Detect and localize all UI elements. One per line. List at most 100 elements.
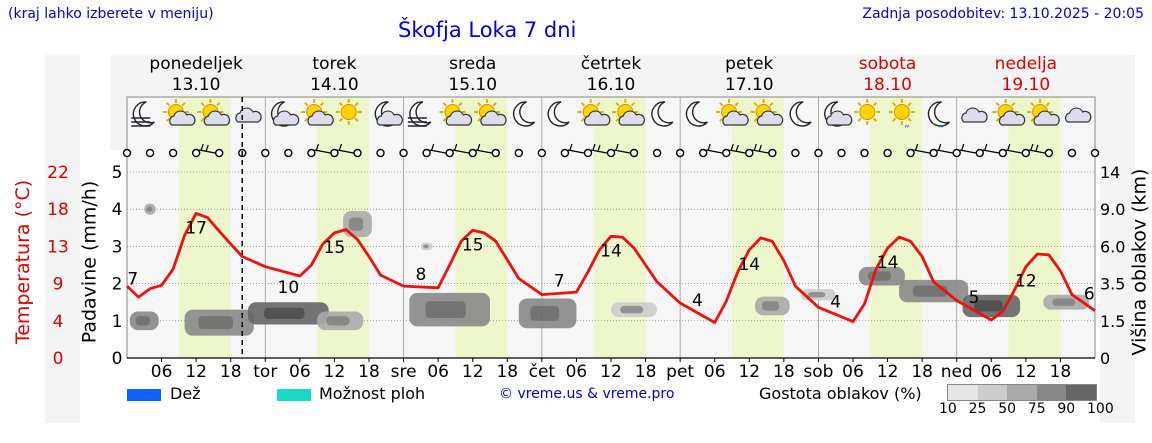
- wind-barb: [567, 143, 585, 154]
- temp-tick: 4: [53, 312, 64, 332]
- cloud-tick: 1.5: [1100, 312, 1125, 331]
- showers-swatch: [277, 389, 311, 401]
- sun-cloud-icon: [1027, 99, 1060, 126]
- density-step-label: 25: [968, 401, 987, 417]
- sun-cloud-icon: [992, 99, 1026, 126]
- density-step-label: 75: [1027, 401, 1046, 417]
- cloud-icon: [961, 107, 988, 123]
- wind-barb: [706, 143, 723, 154]
- day-date-1: 14.10: [310, 75, 359, 95]
- sun-cloud-icon: [301, 99, 334, 126]
- density-scale-labels: 10 25 50 75 90 100: [939, 401, 1114, 417]
- wind-barb: [429, 143, 446, 154]
- credit-link[interactable]: © vreme.us & vreme.pro: [499, 386, 675, 402]
- wind-barb: [1005, 143, 1022, 154]
- day-date-3: 16.10: [587, 75, 636, 95]
- temp-tick: 9: [53, 275, 64, 295]
- location-hint[interactable]: (kraj lahko izberete v meniju): [8, 6, 214, 22]
- wind-marker: [330, 148, 339, 158]
- rain-tick: 0: [112, 349, 123, 369]
- cloud-core: [264, 307, 305, 319]
- cloud-core: [135, 316, 151, 326]
- day-date-5: 18.10: [863, 75, 912, 95]
- x-tick: 18: [1050, 362, 1072, 382]
- x-tick: 18: [358, 362, 380, 382]
- density-swatch-25: [977, 385, 1008, 400]
- x-tick: 06: [704, 362, 726, 382]
- x-tick: pet: [666, 362, 694, 382]
- x-tick: 06: [842, 362, 864, 382]
- moon-icon: [547, 101, 570, 127]
- day-date-4: 17.10: [725, 75, 774, 95]
- day-name-6: nedelja: [995, 54, 1057, 74]
- wind-marker: [445, 148, 454, 158]
- temp-label: 5: [969, 288, 980, 308]
- wind-marker: [1090, 148, 1100, 158]
- rain-tick: 3: [112, 237, 123, 257]
- x-tick: sob: [803, 362, 833, 382]
- wind-marker: [214, 148, 224, 158]
- temp-tick: 0: [53, 349, 64, 369]
- cloud-core: [425, 301, 466, 319]
- wind-marker: [629, 148, 639, 158]
- wind-barb: [982, 143, 999, 154]
- moon-cloud-icon: [824, 101, 853, 127]
- wind-marker: [376, 148, 385, 158]
- wind-marker: [353, 148, 362, 158]
- wind-marker: [814, 148, 823, 158]
- wind-marker: [860, 148, 869, 158]
- wind-barb: [199, 143, 216, 154]
- cloud-icon: [1065, 107, 1092, 123]
- wind-marker: [975, 148, 984, 158]
- daylight-band: [593, 97, 646, 358]
- moon-drizzle-icon: ”: [927, 101, 950, 136]
- day-date-6: 19.10: [1002, 75, 1051, 95]
- right-axis-panel: [1100, 55, 1135, 423]
- sun-cloud-icon: [577, 99, 611, 126]
- x-tick: 12: [462, 362, 484, 382]
- x-tick: 12: [185, 362, 207, 382]
- wind-marker: [145, 148, 155, 158]
- rain-tick: 1: [112, 312, 123, 332]
- wind-barb: [729, 143, 746, 154]
- density-step-label: 50: [998, 401, 1017, 417]
- rain-swatch: [127, 389, 161, 401]
- x-tick: sre: [391, 362, 417, 382]
- moon-fog-icon: [131, 101, 155, 127]
- x-tick: 18: [635, 362, 657, 382]
- cloud-core: [348, 217, 364, 231]
- rain-legend-label: Dež: [170, 384, 201, 403]
- density-swatch-50: [1007, 385, 1037, 400]
- rain-tick: 5: [112, 163, 123, 183]
- wind-marker: [560, 148, 570, 158]
- moon-icon: [789, 101, 812, 127]
- cloud-core: [808, 291, 826, 298]
- cloud-core: [974, 300, 1003, 312]
- wind-barb: [590, 143, 608, 154]
- sun-icon: [335, 99, 362, 125]
- temp-label: 14: [738, 255, 760, 275]
- cloud-height-axis-label: Višina oblakov (km): [1128, 168, 1151, 356]
- wind-marker: [837, 148, 846, 158]
- wind-marker: [698, 148, 708, 158]
- wind-marker: [1044, 148, 1054, 158]
- temp-label: 17: [185, 218, 207, 238]
- x-tick: 12: [877, 362, 899, 382]
- sun-cloud-icon: [612, 99, 645, 126]
- temp-label: 6: [1084, 285, 1095, 305]
- x-tick: 18: [911, 362, 933, 382]
- cloud-core: [326, 316, 350, 326]
- x-tick: 06: [427, 362, 449, 382]
- wind-marker: [191, 148, 201, 158]
- x-tick: 06: [980, 362, 1002, 382]
- day-date-2: 15.10: [448, 75, 497, 95]
- density-scale: [947, 384, 1097, 401]
- wind-marker: [583, 148, 593, 158]
- x-tick: ned: [941, 362, 973, 382]
- wind-marker: [768, 148, 777, 158]
- day-name-2: sreda: [449, 54, 496, 74]
- page-title: Škofja Loka 7 dni: [398, 18, 577, 42]
- temp-label: 15: [462, 235, 484, 255]
- temp-label: 4: [830, 292, 841, 312]
- wind-marker: [606, 148, 616, 158]
